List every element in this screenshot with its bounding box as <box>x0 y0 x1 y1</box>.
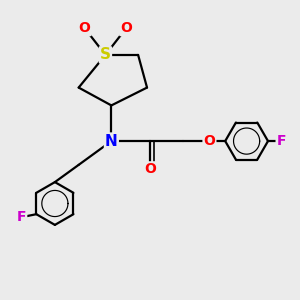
Text: O: O <box>144 162 156 176</box>
Text: O: O <box>79 21 91 35</box>
Text: F: F <box>17 210 26 224</box>
Text: N: N <box>105 134 118 148</box>
Text: S: S <box>100 47 111 62</box>
Text: F: F <box>277 134 286 148</box>
Text: O: O <box>203 134 215 148</box>
Text: O: O <box>120 21 132 35</box>
